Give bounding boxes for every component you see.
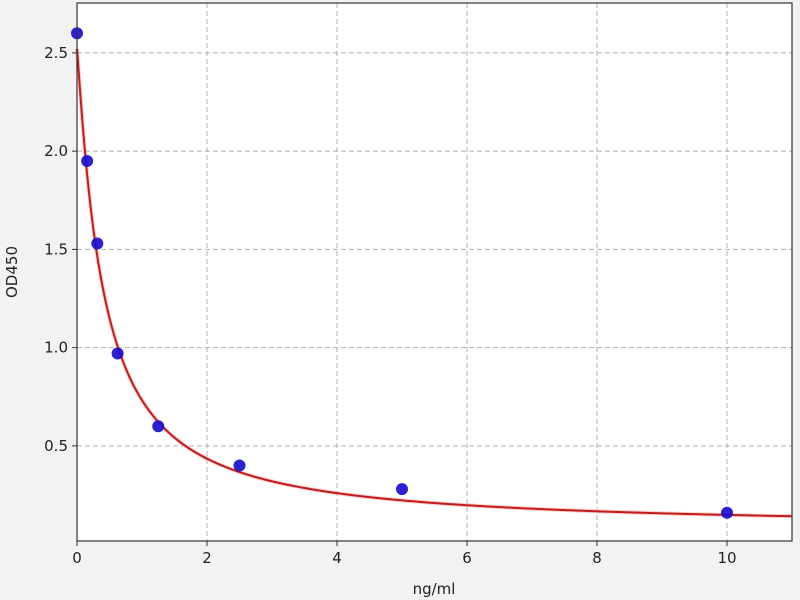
x-tick-label: 8 [592, 549, 602, 567]
plot-area [77, 3, 792, 541]
data-point [721, 506, 733, 519]
data-point [152, 420, 165, 433]
data-point [396, 483, 408, 496]
x-tick-label: 6 [462, 549, 472, 567]
y-axis-ticks: 0.5 1.0 1.5 2.0 2.5 [44, 44, 77, 455]
y-tick-label: 1.5 [44, 240, 68, 258]
x-tick-label: 0 [72, 549, 82, 567]
x-axis-ticks: 0 2 4 6 8 10 [72, 541, 737, 567]
data-point [81, 154, 94, 167]
y-tick-label: 2.0 [44, 142, 68, 160]
y-tick-label: 2.5 [44, 44, 68, 62]
y-tick-label: 1.0 [44, 339, 68, 357]
x-tick-label: 2 [202, 549, 212, 567]
data-points [71, 27, 733, 519]
plot-frame [76, 2, 793, 542]
x-tick-label: 4 [332, 549, 342, 567]
data-point [111, 347, 124, 360]
x-axis-label: ng/ml [413, 580, 456, 598]
fit-curve [76, 48, 793, 518]
x-tick-label: 10 [717, 549, 736, 567]
y-axis-label: OD450 [3, 246, 21, 298]
y-tick-label: 0.5 [44, 437, 68, 455]
grid [77, 3, 792, 541]
data-point [91, 237, 104, 250]
fit-curve-layer [75, 48, 793, 519]
data-point [233, 459, 246, 472]
